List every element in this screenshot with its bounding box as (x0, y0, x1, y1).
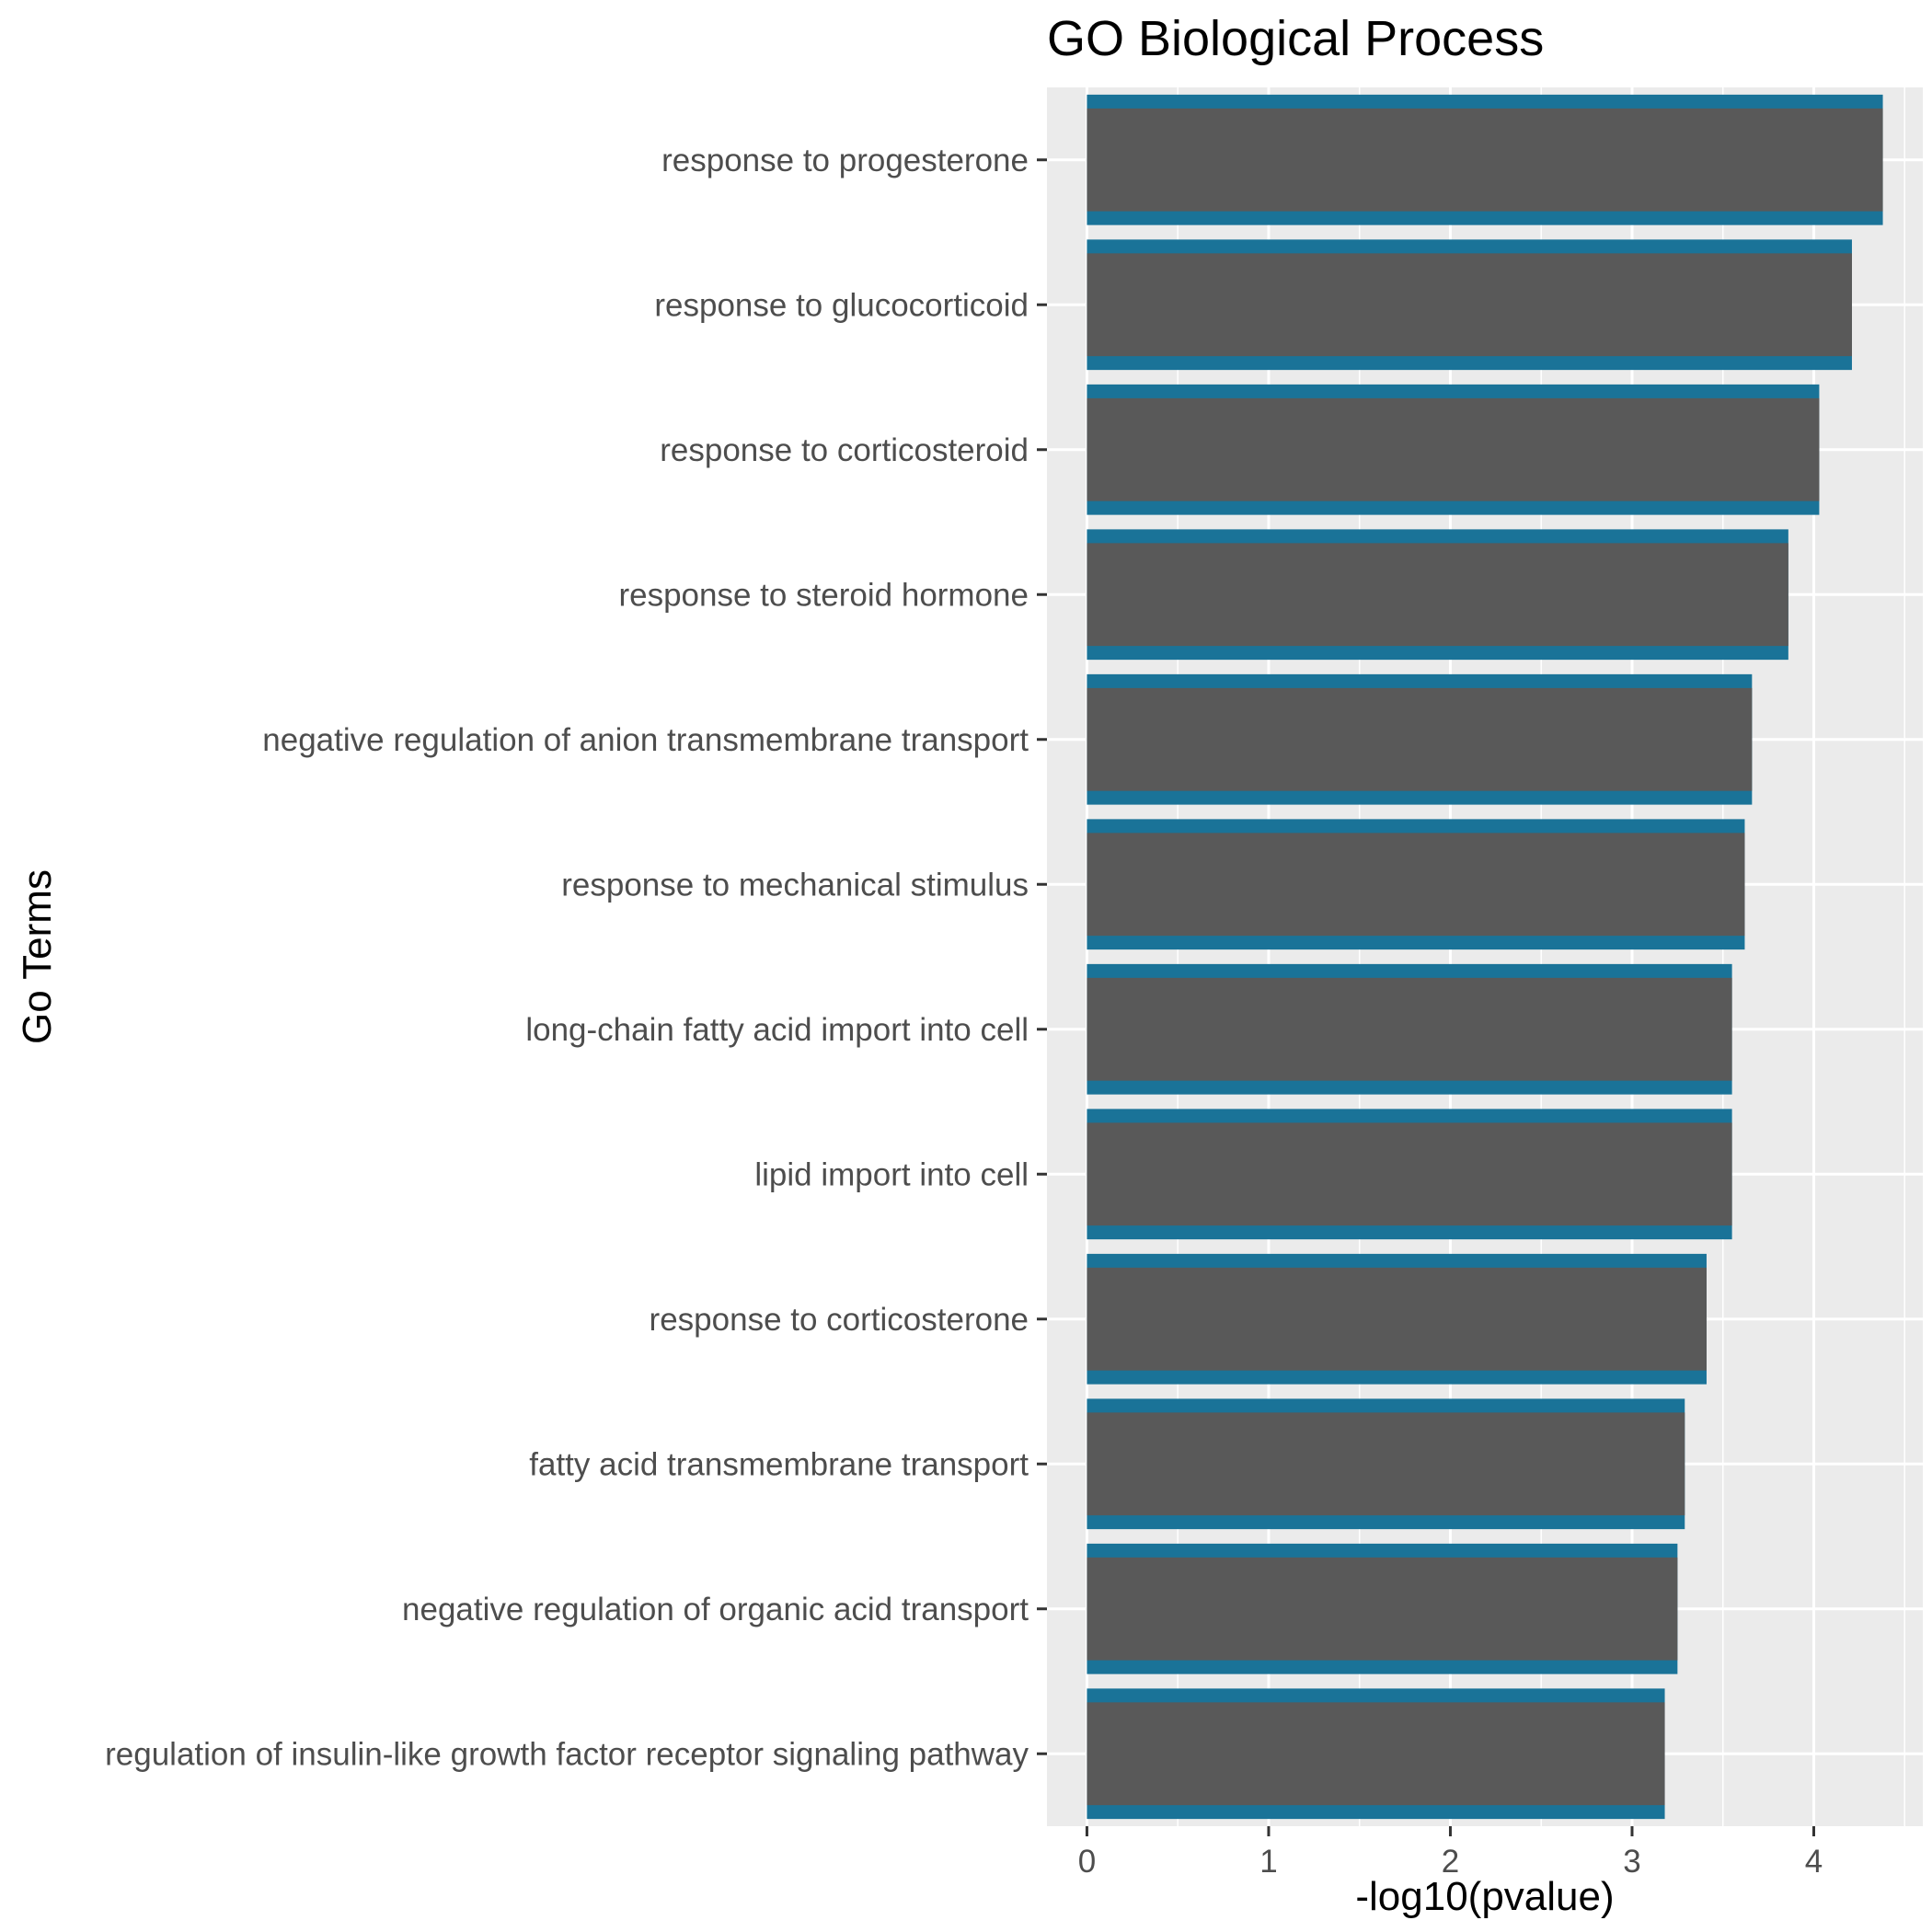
bar (1087, 687, 1753, 791)
bar (1087, 108, 1883, 212)
y-tick-label: long-chain fatty acid import into cell (525, 1012, 1029, 1048)
y-tick-label: regulation of insulin-like growth factor… (105, 1736, 1029, 1772)
bar (1087, 1412, 1685, 1516)
x-tick-label: 0 (1078, 1844, 1096, 1880)
y-tick-label: response to progesterone (661, 143, 1029, 178)
plot-panel (1047, 87, 1923, 1826)
y-tick-label: response to steroid hormone (618, 577, 1029, 613)
x-tick-label: 2 (1442, 1844, 1459, 1880)
bar (1087, 253, 1852, 357)
y-tick-label: lipid import into cell (754, 1156, 1029, 1192)
y-tick-label: response to corticosterone (650, 1302, 1029, 1338)
y-tick-label: response to mechanical stimulus (561, 867, 1029, 903)
bar (1087, 1557, 1678, 1661)
x-axis: 0 1 2 3 4 (1078, 1826, 1823, 1880)
bar (1087, 397, 1820, 501)
y-tick-label: negative regulation of anion transmembra… (262, 722, 1029, 758)
bar (1087, 1267, 1707, 1371)
bar (1087, 1122, 1732, 1226)
bar (1087, 543, 1788, 647)
bar (1087, 1702, 1665, 1806)
y-tick-label: response to glucocorticoid (654, 287, 1029, 323)
x-tick-label: 4 (1805, 1844, 1823, 1880)
y-tick-label: negative regulation of organic acid tran… (402, 1592, 1029, 1627)
y-tick-label: response to corticosteroid (660, 432, 1029, 468)
x-tick-label: 3 (1623, 1844, 1640, 1880)
y-axis: response to progesterone response to gluc… (105, 143, 1047, 1772)
bar (1087, 977, 1732, 1081)
x-axis-title: -log10(pvalue) (1355, 1874, 1614, 1919)
y-axis-title: Go Terms (15, 869, 60, 1044)
chart-title: GO Biological Process (1047, 11, 1544, 66)
bar (1087, 833, 1745, 937)
x-tick-label: 1 (1259, 1844, 1277, 1880)
y-tick-label: fatty acid transmembrane transport (529, 1446, 1029, 1482)
bars (1087, 94, 1883, 1820)
